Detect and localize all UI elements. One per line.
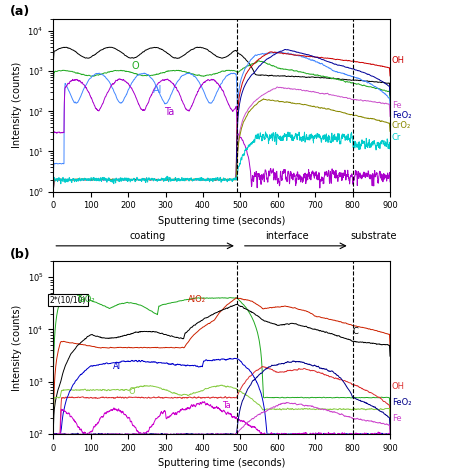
Text: FeO₂: FeO₂ bbox=[392, 111, 411, 120]
Text: C: C bbox=[353, 328, 358, 337]
Text: Al: Al bbox=[113, 362, 121, 371]
Text: (a): (a) bbox=[9, 5, 30, 18]
Text: OH: OH bbox=[392, 56, 405, 65]
Text: O: O bbox=[128, 387, 135, 396]
Text: Fe: Fe bbox=[392, 414, 401, 423]
Text: 2*(10/10): 2*(10/10) bbox=[50, 296, 86, 305]
Text: Ta: Ta bbox=[164, 107, 174, 117]
Text: O: O bbox=[132, 62, 139, 72]
Text: (b): (b) bbox=[9, 248, 30, 261]
Text: FeO₂: FeO₂ bbox=[392, 398, 411, 407]
Text: interface: interface bbox=[265, 231, 309, 241]
Text: Fe: Fe bbox=[392, 101, 401, 110]
Text: OH: OH bbox=[392, 383, 405, 392]
Text: coating: coating bbox=[129, 231, 166, 241]
X-axis label: Sputtering time (seconds): Sputtering time (seconds) bbox=[158, 458, 285, 468]
X-axis label: Sputtering time (seconds): Sputtering time (seconds) bbox=[158, 216, 285, 226]
Text: CrO₂: CrO₂ bbox=[392, 121, 411, 130]
Text: substrate: substrate bbox=[350, 231, 396, 241]
Text: AlO₂: AlO₂ bbox=[188, 295, 206, 304]
Text: TaO₂: TaO₂ bbox=[76, 295, 94, 304]
Y-axis label: Intensity (counts): Intensity (counts) bbox=[12, 305, 22, 391]
Text: Cr: Cr bbox=[392, 133, 401, 142]
Text: Al: Al bbox=[154, 85, 163, 95]
Y-axis label: Intensity (counts): Intensity (counts) bbox=[12, 62, 22, 148]
Text: Ta: Ta bbox=[222, 401, 230, 410]
